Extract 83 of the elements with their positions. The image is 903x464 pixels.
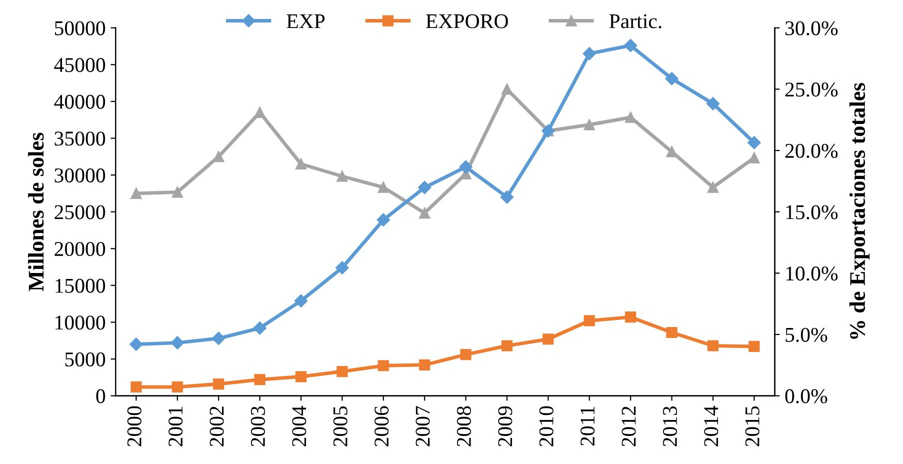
- x-tick-label: 2012: [622, 406, 636, 446]
- point: [213, 378, 224, 390]
- point: [172, 381, 183, 393]
- point: [582, 47, 596, 60]
- point: [624, 38, 638, 52]
- point: [376, 213, 390, 226]
- legend-label: EXPORO: [426, 14, 508, 28]
- y2-tick-label: 15.0%: [786, 205, 838, 220]
- y-tick-label: 50000: [54, 21, 106, 36]
- y-tick-label: 10000: [56, 316, 106, 330]
- point: [707, 340, 719, 352]
- y-axis-title: Millones de soles: [28, 132, 44, 292]
- y2-tick-label: 5.0%: [786, 328, 828, 342]
- y2-tick-label: 0.0%: [785, 389, 828, 404]
- point: [295, 158, 307, 170]
- point: [584, 315, 595, 326]
- point: [542, 334, 554, 345]
- legend-label: EXP: [286, 14, 325, 28]
- point: [294, 294, 308, 308]
- y2-axis-title: % de Exportaciones totales: [849, 83, 870, 339]
- point: [419, 207, 430, 219]
- y-tick-label: 15000: [56, 278, 106, 293]
- point: [295, 371, 307, 382]
- x-tick-label: 2000: [127, 406, 142, 446]
- y-tick-label: 35000: [54, 132, 106, 146]
- point: [170, 336, 184, 350]
- x-tick-label: 2011: [580, 406, 595, 446]
- point: [378, 360, 389, 372]
- point: [130, 381, 142, 393]
- point: [748, 340, 760, 352]
- point: [130, 338, 143, 351]
- y-tick-label: 30000: [54, 168, 106, 182]
- point: [336, 170, 348, 182]
- point: [666, 326, 678, 338]
- point: [625, 311, 636, 323]
- point: [748, 152, 760, 164]
- x-tick-label: 2014: [704, 406, 718, 446]
- y2-tick-label: 25.0%: [785, 82, 838, 97]
- x-tick-label: 2009: [498, 406, 512, 446]
- y-tick-label: 45000: [54, 58, 106, 72]
- point: [419, 359, 430, 370]
- point: [706, 97, 720, 110]
- x-tick-label: 2013: [662, 406, 677, 446]
- point: [584, 119, 595, 130]
- point: [172, 186, 183, 198]
- y-tick-label: 40000: [54, 94, 106, 109]
- x-tick-label: 2010: [539, 406, 554, 446]
- point: [501, 340, 513, 352]
- point: [748, 136, 761, 150]
- point: [665, 72, 678, 86]
- y-tick-label: 5000: [65, 352, 106, 366]
- point: [336, 366, 348, 378]
- point: [418, 180, 432, 194]
- point: [378, 182, 389, 193]
- point: [130, 188, 142, 199]
- x-tick-label: 2015: [745, 406, 760, 446]
- point: [253, 322, 266, 335]
- point: [212, 332, 226, 345]
- x-tick-label: 2006: [374, 406, 389, 446]
- x-tick-label: 2008: [456, 406, 471, 446]
- point: [254, 374, 266, 386]
- point: [336, 261, 349, 274]
- y2-tick-label: 30.0%: [785, 21, 838, 36]
- point: [501, 84, 513, 95]
- point: [666, 146, 678, 158]
- point: [254, 106, 266, 118]
- x-tick-label: 2003: [250, 406, 265, 446]
- x-tick-label: 2001: [168, 406, 183, 446]
- x-tick-label: 2002: [210, 406, 224, 446]
- x-tick-label: 2005: [333, 406, 348, 446]
- point: [500, 190, 514, 204]
- y-tick-label: 0: [96, 389, 106, 404]
- x-tick-label: 2007: [416, 406, 430, 446]
- legend-label: Partic.: [609, 14, 662, 28]
- point: [707, 182, 719, 193]
- y2-tick-label: 10.0%: [786, 266, 838, 281]
- y-tick-label: 20000: [54, 242, 106, 256]
- point: [213, 151, 224, 162]
- point: [459, 160, 472, 174]
- x-tick-label: 2004: [292, 406, 306, 446]
- y2-tick-label: 20.0%: [785, 144, 838, 158]
- point: [460, 349, 472, 360]
- y-tick-label: 25000: [54, 205, 106, 220]
